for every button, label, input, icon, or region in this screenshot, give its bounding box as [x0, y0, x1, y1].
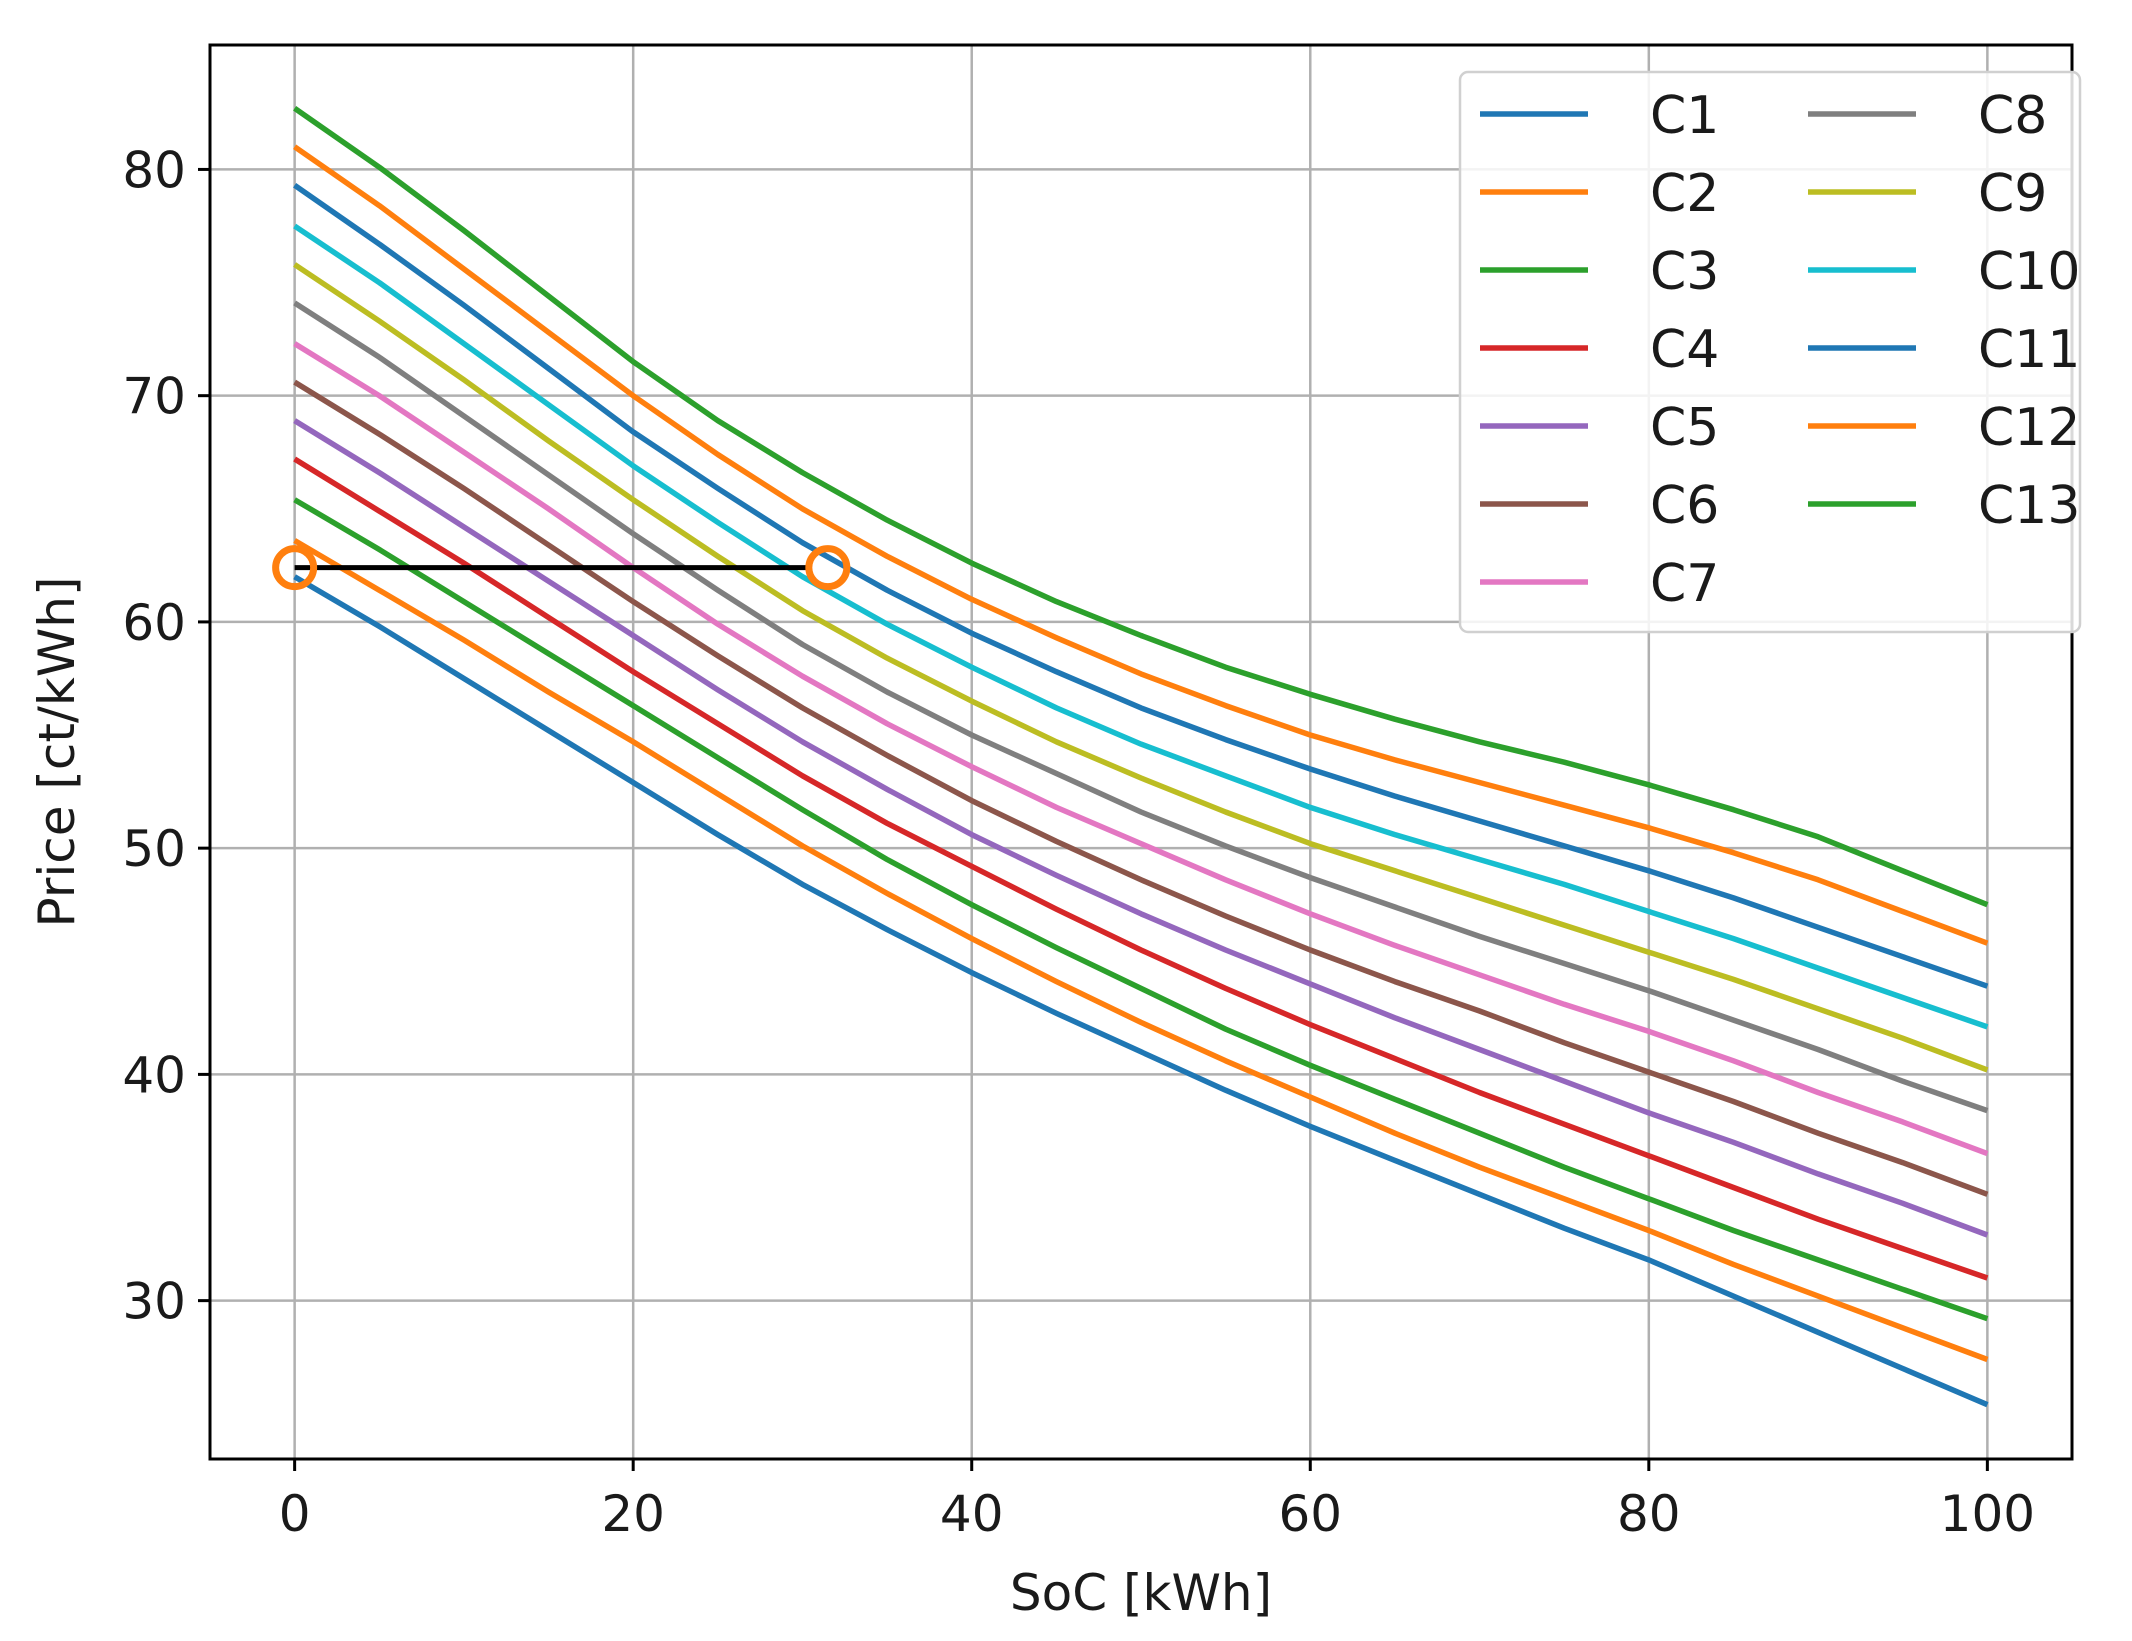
- series-line-c13: [293, 106, 1989, 908]
- x-tick-label: 80: [1617, 1485, 1681, 1543]
- legend-label-c4: C4: [1650, 320, 1719, 380]
- series-line-c9: [293, 262, 1989, 1073]
- series-line-c5: [293, 418, 1989, 1238]
- series-line-c1: [293, 574, 1989, 1408]
- legend-label-c5: C5: [1650, 398, 1719, 458]
- series-line-c4: [293, 456, 1989, 1281]
- series-line-c12: [293, 144, 1989, 946]
- series-lines: [293, 106, 1989, 1408]
- series-line-c8: [293, 300, 1989, 1114]
- legend-label-c1: C1: [1650, 86, 1719, 146]
- x-axis-label: SoC [kWh]: [1010, 1564, 1272, 1622]
- annotations: [272, 545, 851, 591]
- y-tick-label: 80: [122, 141, 186, 199]
- legend-label-c12: C12: [1978, 398, 2080, 458]
- series-line-c3: [293, 497, 1989, 1322]
- legend-label-c11: C11: [1978, 320, 2080, 380]
- legend-label-c2: C2: [1650, 164, 1719, 224]
- legend-label-c13: C13: [1978, 476, 2080, 536]
- series-line-c2: [293, 538, 1989, 1363]
- legend: C1 C2 C3 C4 C5 C6 C7 C8 C9 C10 C11 C12 C13: [1458, 70, 2082, 634]
- series-line-c6: [293, 379, 1989, 1197]
- y-tick-label: 40: [122, 1046, 186, 1104]
- series-line-c11: [293, 183, 1989, 989]
- x-tick-label: 20: [601, 1485, 665, 1543]
- y-axis-label: Price [ct/kWh]: [28, 577, 86, 928]
- y-tick-label: 60: [122, 594, 186, 652]
- legend-label-c6: C6: [1650, 476, 1719, 536]
- legend-label-c8: C8: [1978, 86, 2047, 146]
- x-tick-label: 100: [1940, 1485, 2035, 1543]
- y-tick-label: 50: [122, 820, 186, 878]
- legend-box: [1458, 70, 2082, 634]
- x-tick-label: 40: [940, 1485, 1004, 1543]
- y-tick-label: 70: [122, 368, 186, 426]
- axis-ticks: 0 20 40 60 80 100 30 40 50 60 70 80: [122, 141, 2035, 1543]
- y-tick-label: 30: [122, 1273, 186, 1331]
- legend-label-c7: C7: [1650, 554, 1719, 614]
- legend-label-c9: C9: [1978, 164, 2047, 224]
- series-line-c7: [293, 341, 1989, 1157]
- x-tick-label: 60: [1278, 1485, 1342, 1543]
- circle-marker: [272, 545, 318, 591]
- series-line-c10: [293, 223, 1989, 1030]
- x-tick-label: 0: [279, 1485, 311, 1543]
- legend-label-c10: C10: [1978, 242, 2080, 302]
- legend-label-c3: C3: [1650, 242, 1719, 302]
- plot-frame: [208, 43, 2074, 1461]
- circle-marker: [805, 545, 851, 591]
